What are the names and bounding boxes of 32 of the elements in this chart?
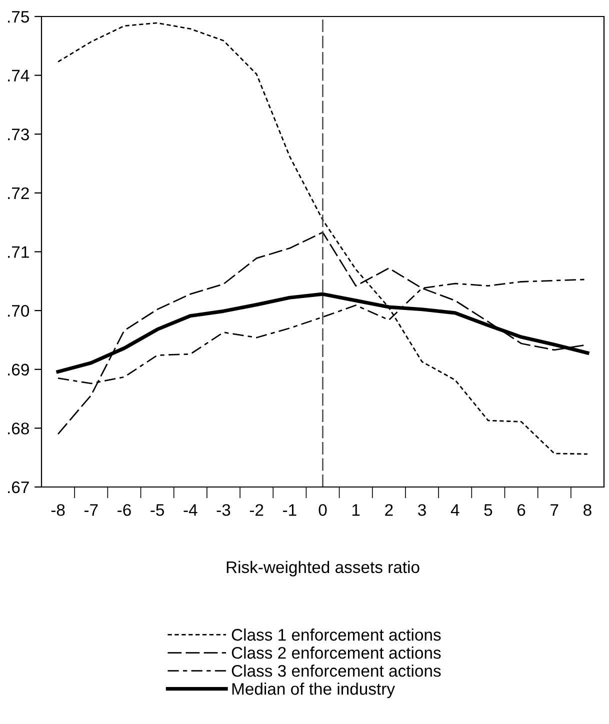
line-series bbox=[57, 22, 588, 455]
legend-label: Class 2 enforcement actions bbox=[232, 646, 441, 659]
y-tick-label: .72 bbox=[8, 187, 29, 199]
x-tick-label: 8 bbox=[584, 504, 592, 516]
x-tick-label: 0 bbox=[318, 504, 327, 516]
y-tick-label: .75 bbox=[8, 11, 29, 23]
x-tick-label: 1 bbox=[352, 504, 360, 516]
x-tick-label: -7 bbox=[84, 504, 98, 516]
y-tick-label: .73 bbox=[8, 128, 29, 140]
x-tick-label: 7 bbox=[550, 504, 558, 516]
x-tick-label: -3 bbox=[216, 504, 230, 516]
x-tick-label: -4 bbox=[184, 504, 198, 516]
y-tick-label: .69 bbox=[8, 364, 29, 376]
x-tick-label: -8 bbox=[51, 504, 65, 516]
legend-label: Median of the industry bbox=[232, 682, 395, 698]
legend-label: Class 3 enforcement actions bbox=[232, 664, 441, 677]
x-axis-title: Risk-weighted assets ratio bbox=[226, 560, 420, 576]
y-tick-label: .67 bbox=[8, 481, 29, 494]
y-tick-label: .74 bbox=[8, 70, 30, 82]
x-tick-label: 5 bbox=[484, 504, 492, 516]
x-tick-label: 2 bbox=[385, 504, 393, 516]
x-tick-label: -1 bbox=[282, 504, 296, 516]
x-tick-label: 3 bbox=[418, 504, 426, 516]
x-tick-label: -5 bbox=[150, 504, 164, 516]
y-tick-label: .68 bbox=[8, 422, 29, 434]
x-tick-label: -2 bbox=[250, 504, 264, 516]
x-tick-label: 4 bbox=[450, 504, 460, 516]
x-tick-label: 6 bbox=[517, 504, 526, 516]
x-tick-label: -6 bbox=[118, 504, 131, 516]
y-tick-label: .71 bbox=[8, 246, 29, 258]
legend-label: Class 1 enforcement actions bbox=[232, 628, 441, 641]
y-tick-label: .70 bbox=[8, 304, 30, 317]
